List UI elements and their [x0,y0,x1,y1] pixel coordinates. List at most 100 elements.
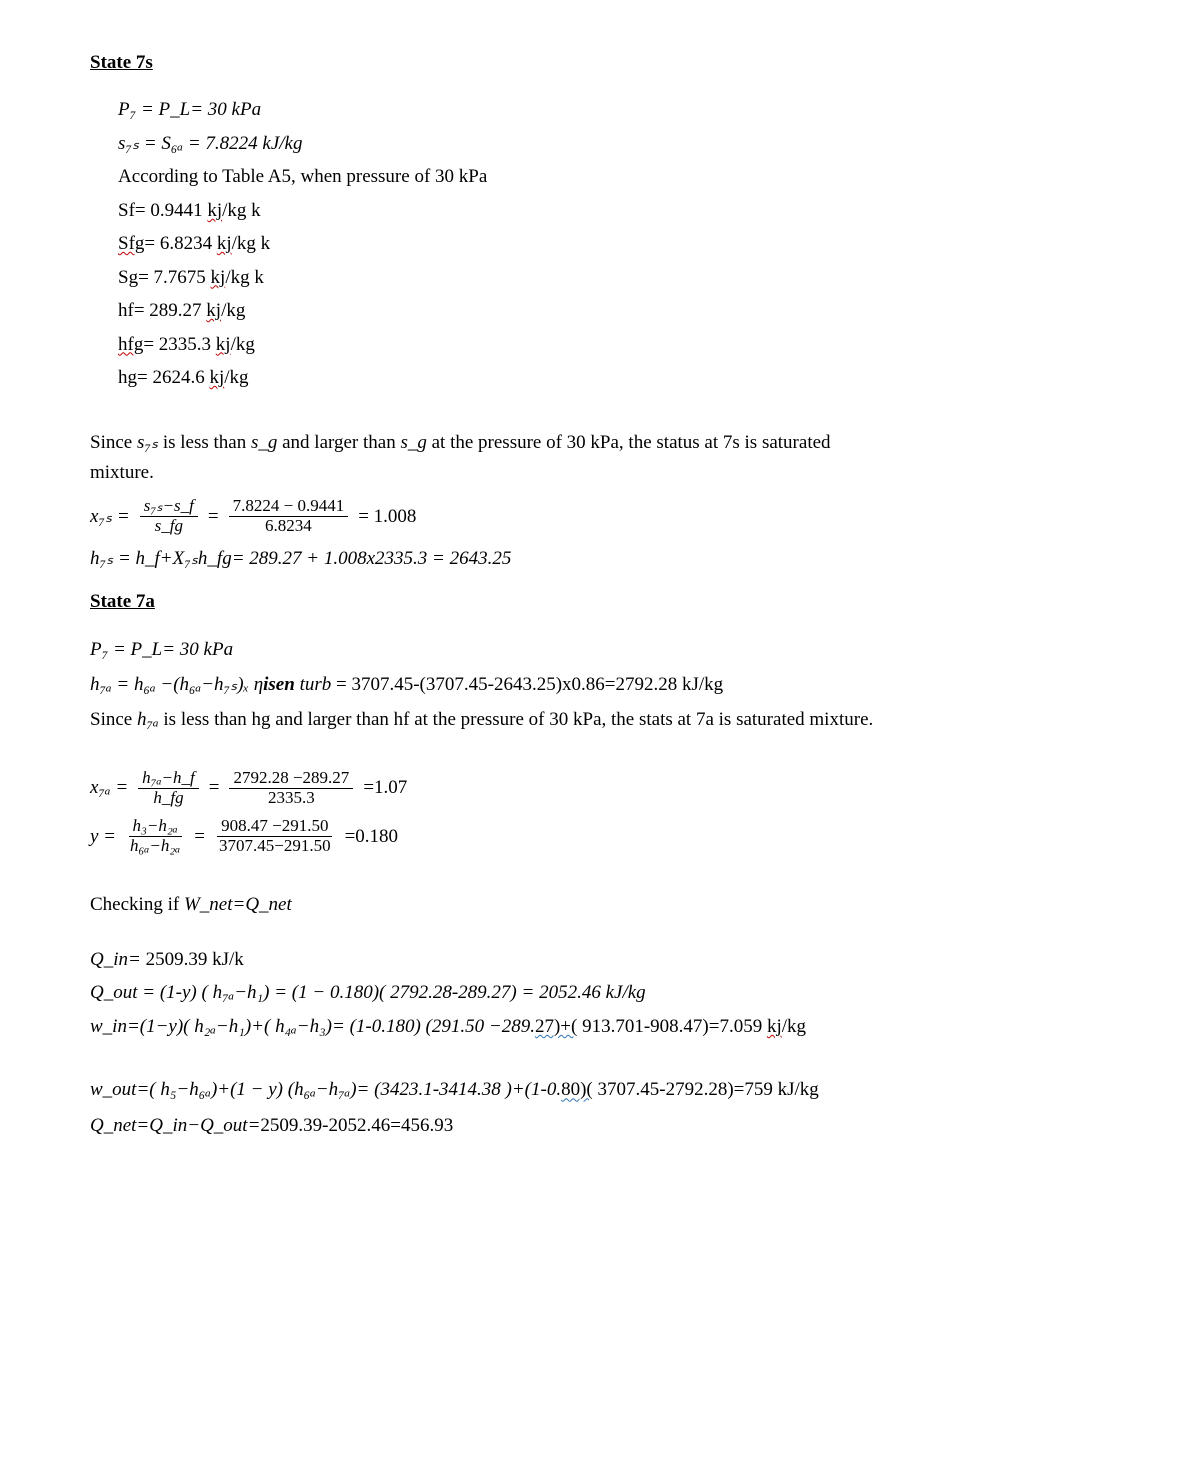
eq-p7: P₇ = P_L= 30 kPa [118,95,1130,124]
since-t4: at the pressure of 30 kPa, the status at… [432,432,831,453]
check-eq: = [232,894,245,915]
y-lhs: y = [90,822,116,851]
sf-text: Sf= 0.9441 [118,200,207,221]
win-mark: 27)+( [535,1016,577,1037]
check-qnet: Q_net [245,894,291,915]
x7s-rhs: = 1.008 [358,502,416,531]
x7s-num2: 7.8224 − 0.9441 [229,497,349,517]
eq-qin: Q_in= 2509.39 kJ/k [90,945,1130,974]
hfg-val: = 2335.3 [143,334,215,355]
eq-h7s: h₇ₛ = h_f+X₇ₛh_fg= 289.27 + 1.008x2335.3… [90,544,1130,573]
since7a-var: h₇ₐ [137,709,159,730]
hf-text: hf= 289.27 [118,300,206,321]
eq-y: y = h₃−h₂ₐ h₆ₐ−h₂ₐ = 908.47 −291.50 3707… [90,817,1130,855]
eq-wout: w_out=( h₅−h₆ₐ)+(1 − y) (h₆ₐ−h₇ₐ)= (3423… [90,1075,1130,1104]
qin-lhs: Q_in= [90,949,141,970]
sf-unit-rest: /kg k [222,200,261,221]
x7a-eq1: = [209,773,220,802]
x7s-eq1: = [208,502,219,531]
win-lhs: w_in=(1−y)( [90,1016,190,1037]
win-mid2: 913.701-908.47)=7.059 [577,1016,767,1037]
y-den1: h₆ₐ−h₂ₐ [126,837,184,856]
x7a-den2: 2335.3 [264,789,319,808]
h7a-turb: turb [295,674,331,695]
since-t2: is less than [163,432,251,453]
since-s7s: s₇ₛ [137,432,158,453]
eq-x7a: x₇ₐ = h₇ₐ−h_f h_fg = 2792.28 −289.27 233… [90,769,1130,807]
sg-text: Sg= 7.7675 [118,267,211,288]
x7s-den2: 6.8234 [261,517,316,536]
h7a-lhs: h₇ₐ = h₆ₐ −(h₆ₐ−h₇ₛ)ₓ η [90,674,263,695]
since-sg2: s_g [400,432,426,453]
qnet-rhs: 2509.39-2052.46=456.93 [260,1115,453,1136]
y-rhs: =0.180 [345,822,398,851]
x7a-den1: h_fg [149,789,187,808]
hfg-label: hfg [118,334,143,355]
qin-rhs: 2509.39 kJ/k [141,949,244,970]
x7a-rhs: =1.07 [363,773,407,802]
since-t1: Since [90,432,137,453]
hg-unit-wavy: kj [209,367,224,388]
win-unit1: kj [767,1016,782,1037]
h7a-rhs: = 3707.45-(3707.45-2643.25)x0.86=2792.28… [331,674,723,695]
sfg-unit-rest: /kg k [232,233,271,254]
table-note: According to Table A5, when pressure of … [118,162,1130,191]
wout-mid1: h₅−h₆ₐ)+(1 − y) (h₆ₐ−h₇ₐ)= (3423.1-3414.… [156,1079,561,1100]
y-den2: 3707.45−291.50 [215,837,335,856]
qout-lhs: Q_out [90,982,138,1003]
sfg-label: Sfg [118,233,144,254]
since-sg1: s_g [251,432,277,453]
wout-lhs: w_out=( [90,1079,156,1100]
eq-sf: Sf= 0.9441 kj/kg k [118,196,1130,225]
eq-sg: Sg= 7.7675 kj/kg k [118,263,1130,292]
h7a-isen: isen [263,674,295,695]
hg-text: hg= 2624.6 [118,367,209,388]
hg-unit-rest: /kg [224,367,248,388]
x7s-den1: s_fg [151,517,187,536]
check-line: Checking if W_net=Q_net [90,890,1130,919]
heading-state-7a: State 7a [90,587,1130,616]
since-t3: and larger than [282,432,400,453]
sg-unit-wavy: kj [211,267,226,288]
x7s-lhs: x₇ₛ = [90,502,130,531]
x7s-num1: s₇ₛ−s_f [140,497,198,517]
eq-qout: Q_out = (1-y) ( h₇ₐ−h₁) = (1 − 0.180)( 2… [90,978,1130,1007]
wout-mid2: 3707.45-2792.28)=759 kJ/kg [593,1079,819,1100]
eq-x7s: x₇ₛ = s₇ₛ−s_f s_fg = 7.8224 − 0.9441 6.8… [90,497,1130,535]
since7a-t1: Since [90,709,137,730]
x7a-num1: h₇ₐ−h_f [138,769,199,789]
x7a-num2: 2792.28 −289.27 [229,769,353,789]
win-mid1: h₂ₐ−h₁)+( h₄ₐ−h₃)= (1-0.180) (291.50 −28… [190,1016,535,1037]
eq-p7a: P₇ = P_L= 30 kPa [90,635,1130,664]
win-unit2: /kg [782,1016,806,1037]
sfg-unit-wavy: kj [217,233,232,254]
eq-win: w_in=(1−y)( h₂ₐ−h₁)+( h₄ₐ−h₃)= (1-0.180)… [90,1012,1130,1041]
sf-unit-wavy: kj [207,200,222,221]
heading-state-7s: State 7s [90,48,1130,77]
since-block: Since s₇ₛ is less than s_g and larger th… [90,428,1130,487]
hfg-unit-rest: /kg [231,334,255,355]
hf-unit-wavy: kj [206,300,221,321]
hfg-unit-wavy: kj [216,334,231,355]
since7a-t2: is less than hg and larger than hf at th… [163,709,873,730]
eq-qnet: Q_net=Q_in−Q_out=2509.39-2052.46=456.93 [90,1111,1130,1140]
wout-mark: 80)( [561,1079,593,1100]
eq-h7a: h₇ₐ = h₆ₐ −(h₆ₐ−h₇ₛ)ₓ ηisen turb = 3707.… [90,670,1130,699]
sfg-val: = 6.8234 [144,233,216,254]
since-7a: Since h₇ₐ is less than hg and larger tha… [90,705,1130,734]
sg-unit-rest: /kg k [225,267,264,288]
qout-mid: = (1-y) ( h₇ₐ−h₁) = (1 − 0.180)( 2792.28… [138,982,646,1003]
eq-hf: hf= 289.27 kj/kg [118,296,1130,325]
y-num2: 908.47 −291.50 [217,817,332,837]
since-t5: mixture. [90,462,154,483]
check-wnet: W_net [184,894,233,915]
x7a-lhs: x₇ₐ = [90,773,128,802]
y-num1: h₃−h₂ₐ [129,817,182,837]
hf-unit-rest: /kg [221,300,245,321]
check-t1: Checking if [90,894,184,915]
eq-s7s: s₇ₛ = S₆ₐ = 7.8224 kJ/kg [118,129,1130,158]
y-eq1: = [194,822,205,851]
eq-sfg: Sfg= 6.8234 kj/kg k [118,229,1130,258]
eq-hfg: hfg= 2335.3 kj/kg [118,330,1130,359]
eq-hg: hg= 2624.6 kj/kg [118,363,1130,392]
